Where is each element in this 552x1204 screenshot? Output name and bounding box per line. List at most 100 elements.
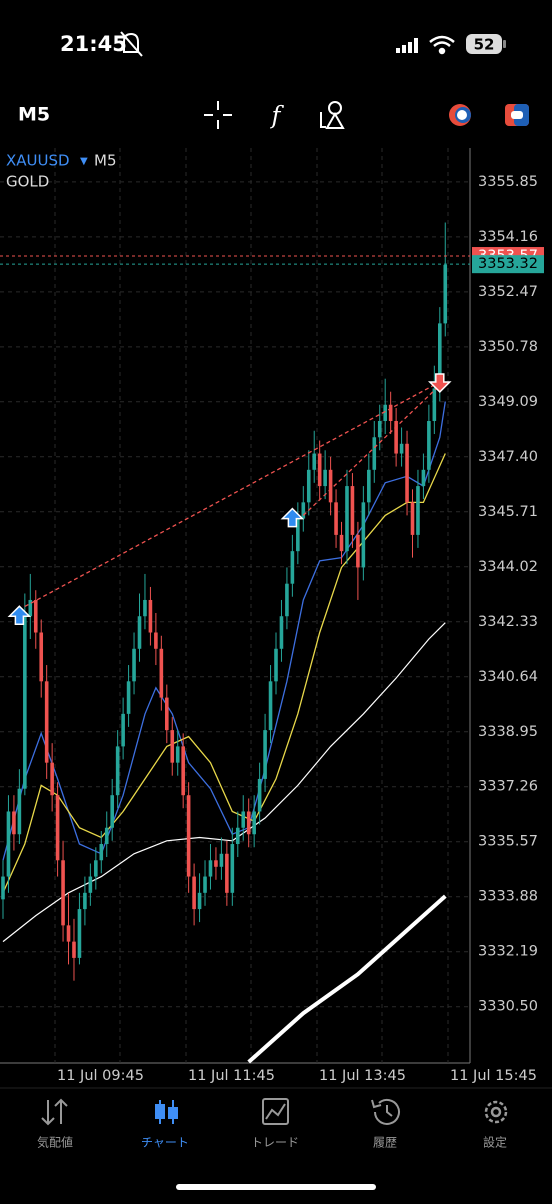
time-tick-label: 11 Jul 13:45 — [319, 1068, 406, 1084]
candle-body — [296, 518, 300, 552]
quotes-icon[interactable] — [41, 1098, 68, 1126]
candle-body — [345, 486, 349, 552]
nav-label[interactable]: チャート — [141, 1136, 189, 1150]
candle-body — [279, 616, 284, 649]
candle-body — [77, 909, 82, 958]
settings-icon[interactable] — [484, 1100, 508, 1124]
oneclick-toggle[interactable] — [505, 104, 529, 126]
candle-body — [246, 811, 251, 835]
price-tick-label: 3354.16 — [478, 229, 538, 245]
candle-body — [394, 421, 398, 454]
bottom-nav: 気配値 チャート トレード 履歴 設定 — [37, 1098, 508, 1150]
candle-body — [104, 827, 109, 845]
candle-body — [192, 876, 196, 910]
candle-body — [219, 853, 224, 867]
candle-body — [388, 404, 393, 422]
candle-body — [203, 876, 207, 893]
candle-body — [410, 502, 415, 535]
chart-icon[interactable] — [155, 1100, 178, 1124]
status-time: 21:45 — [60, 32, 127, 56]
trade-arrow — [7, 605, 32, 625]
nav-label[interactable]: 設定 — [483, 1135, 507, 1150]
price-tick-label: 3345.71 — [478, 504, 538, 520]
home-indicator — [176, 1184, 376, 1190]
candle-body — [399, 443, 404, 454]
candle-body — [427, 421, 431, 470]
nav-label[interactable]: 履歴 — [373, 1136, 397, 1150]
candle-body — [323, 469, 327, 487]
history-icon[interactable] — [371, 1098, 400, 1125]
candle-body — [274, 648, 278, 682]
signal-icon — [396, 38, 418, 53]
candle-body — [143, 599, 147, 617]
symbol: XAUUSD — [6, 152, 70, 170]
candle-body — [23, 616, 27, 789]
price-label-box — [472, 255, 544, 274]
candle-body — [383, 404, 387, 422]
price-tick-label: 3347.40 — [478, 449, 538, 465]
candle-body — [137, 616, 142, 649]
candle-body — [159, 648, 164, 698]
time-tick-label: 11 Jul 15:45 — [450, 1068, 537, 1084]
candle-body — [252, 811, 256, 835]
price-tick-label: 3350.78 — [478, 339, 538, 355]
candle-body — [235, 827, 240, 845]
price-tick-label: 3332.19 — [478, 944, 538, 960]
candle-body — [39, 632, 44, 682]
candle-body — [361, 502, 366, 568]
symbol-description: GOLD — [6, 173, 49, 191]
candle-body — [230, 844, 235, 893]
candle-body — [306, 469, 311, 503]
symbol-dropdown[interactable]: ▼ — [80, 156, 88, 167]
candle-body — [55, 795, 60, 861]
candle-body — [17, 788, 22, 835]
candle-body — [88, 876, 93, 893]
nav-label[interactable]: トレード — [251, 1136, 299, 1150]
candle-body — [290, 551, 295, 584]
candle-body — [121, 713, 125, 747]
moving-average — [2, 453, 446, 894]
wifi-icon — [429, 35, 455, 55]
price-label: 3353.32 — [478, 256, 538, 272]
candle-body — [317, 453, 322, 487]
trade-arrow — [280, 507, 305, 528]
symbol-timeframe: M5 — [94, 152, 117, 170]
trendline — [302, 384, 441, 516]
candle-body — [225, 853, 229, 893]
trendline — [24, 381, 441, 608]
candle-body — [126, 681, 131, 714]
price-tick-label: 3342.33 — [478, 614, 538, 630]
candle-body — [33, 599, 38, 633]
timeframe-button[interactable]: M5 — [18, 104, 50, 126]
candle-body — [154, 632, 158, 649]
candle-body — [175, 746, 180, 763]
objects-button[interactable] — [320, 101, 345, 129]
candle-body — [50, 762, 54, 796]
grid: 3355.85 3354.16 3352.47 3350.78 3349.09 3347.… — [0, 148, 538, 1063]
candle-body — [432, 388, 437, 422]
candle-body — [214, 860, 218, 867]
trade-icon[interactable] — [262, 1098, 289, 1125]
battery-tip — [503, 40, 506, 48]
candle-body — [377, 421, 382, 438]
plot — [0, 222, 470, 1064]
trade-toggle[interactable] — [449, 104, 471, 126]
candle-body — [268, 681, 273, 731]
candle-body — [186, 795, 191, 877]
candle-body — [241, 811, 246, 828]
candle-body — [285, 583, 289, 617]
candle-body — [312, 453, 317, 470]
candle-body — [170, 730, 175, 763]
nav-label[interactable]: 気配値 — [37, 1135, 73, 1150]
candle-body — [99, 844, 104, 861]
candle-body — [372, 437, 377, 470]
candle-body — [6, 811, 11, 877]
candle-body — [12, 811, 16, 835]
moving-average — [247, 894, 447, 1064]
mute-icon — [120, 31, 143, 57]
crosshair-button[interactable] — [204, 101, 232, 129]
price-tick-label: 3349.09 — [478, 394, 538, 410]
candle-body — [132, 648, 136, 682]
